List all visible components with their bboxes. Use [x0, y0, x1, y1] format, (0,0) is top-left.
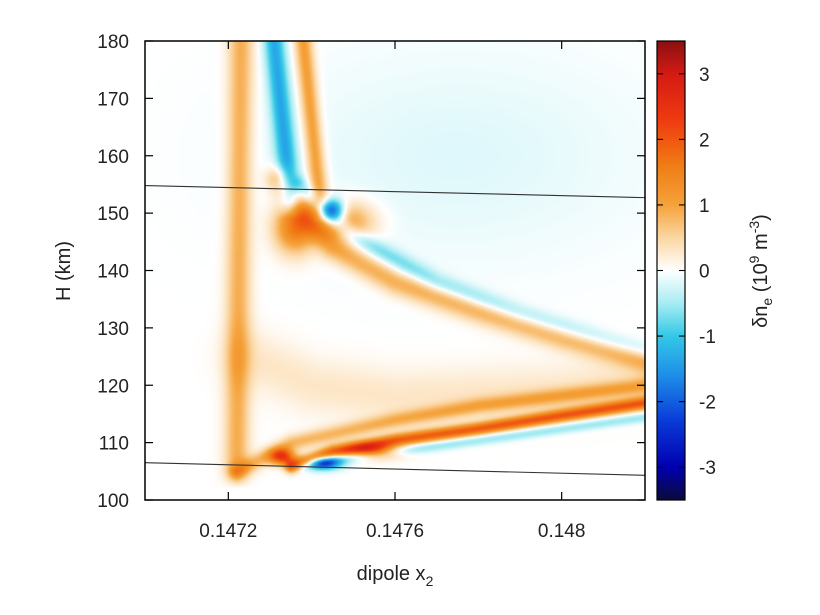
colorbar-tick-label: 1	[699, 196, 710, 217]
colorbar-label-subscript: e	[759, 298, 775, 306]
colorbar-label-main: δn	[750, 306, 772, 328]
colorbar-tick-label: -1	[699, 327, 716, 348]
x-tick-label: 0.1472	[199, 521, 257, 542]
x-tick-label: 0.1476	[366, 521, 424, 542]
colorbar-unit-close: )	[750, 214, 772, 221]
y-tick-label: 120	[97, 376, 129, 397]
boundary-line	[145, 185, 645, 199]
colorbar-unit-exponent: 9	[746, 255, 762, 263]
y-tick-label: 100	[97, 491, 129, 512]
y-axis-ticks: 100 110 120 130 140 150 160 170 180	[97, 32, 645, 512]
y-tick-label: 140	[97, 262, 129, 283]
y-tick-label: 110	[99, 434, 129, 455]
boundary-line	[145, 462, 645, 476]
colorbar-label: δne (109 m-3)	[746, 214, 775, 328]
colorbar-unit-exponent-2: -3	[746, 221, 762, 234]
x-axis-label: dipole x2	[357, 563, 434, 589]
x-tick-label: 0.148	[538, 521, 586, 542]
heatmap-image	[145, 41, 645, 500]
colorbar-tick-label: -3	[699, 458, 716, 479]
colorbar-unit-open: (10	[750, 263, 772, 297]
y-tick-label: 180	[97, 32, 129, 53]
y-axis-label: H (km)	[53, 241, 75, 301]
x-axis-label-subscript: 2	[426, 573, 434, 589]
y-tick-label: 150	[97, 204, 129, 225]
y-tick-label: 160	[97, 147, 129, 168]
colorbar-tick-label: 2	[699, 130, 710, 151]
colorbar-ticks: -3 -2 -1 0 1 2 3	[657, 65, 716, 479]
colorbar-tick-label: -2	[699, 393, 716, 414]
y-tick-label: 130	[97, 319, 129, 340]
x-axis-label-main: dipole x	[357, 563, 426, 585]
colorbar-tick-label: 3	[699, 65, 710, 86]
colorbar-tick-label: 0	[699, 262, 710, 283]
y-tick-label: 170	[97, 89, 129, 110]
x-axis-ticks: 0.1472 0.1476 0.148	[199, 41, 585, 542]
colorbar-unit-mid: m	[750, 233, 772, 255]
boundary-lines	[145, 185, 645, 476]
